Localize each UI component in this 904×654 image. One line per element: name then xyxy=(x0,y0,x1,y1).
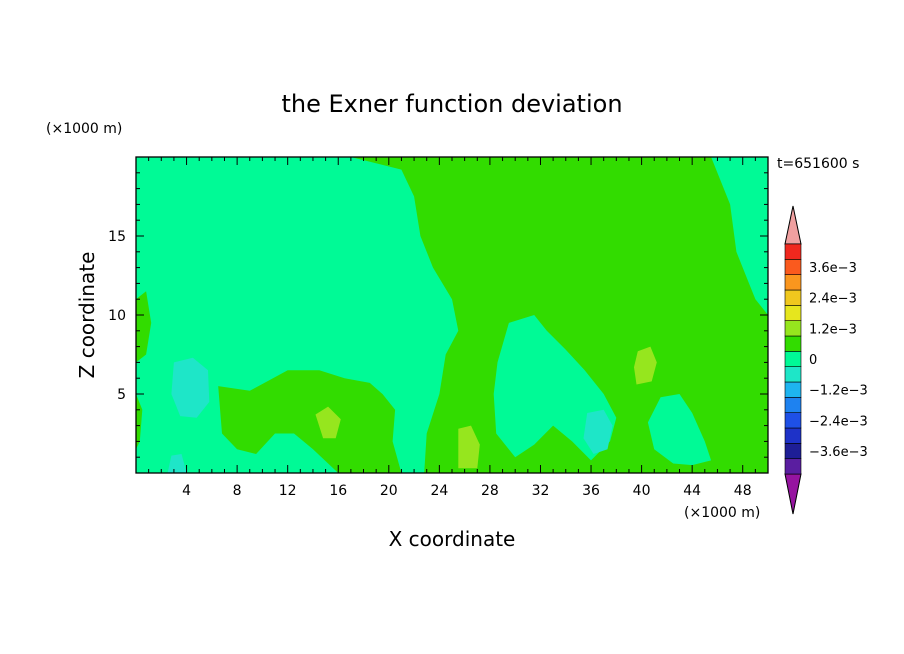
colorbar-swatch xyxy=(784,381,802,398)
y-tick-label: 15 xyxy=(108,229,126,245)
contour-region-7 xyxy=(583,409,613,454)
x-unit-label: (×1000 m) xyxy=(684,505,760,521)
y-axis-label: Z coordinate xyxy=(75,252,99,379)
x-axis-label: X coordinate xyxy=(389,527,516,551)
colorbar-swatch xyxy=(784,320,802,337)
x-tick-label: 24 xyxy=(430,483,448,499)
colorbar-swatch xyxy=(784,443,802,459)
colorbar-label: 3.6e−3 xyxy=(809,261,857,276)
y-tick-label: 10 xyxy=(108,308,126,324)
y-axis-ticks: 5 10 15 xyxy=(108,172,768,458)
colorbar-label: −1.2e−3 xyxy=(809,384,868,399)
colorbar-swatch xyxy=(784,366,802,383)
contour-region-6 xyxy=(171,357,210,418)
colorbar: 3.6e−3 2.4e−3 1.2e−3 0 −1.2e−3 −2.4e−3 −3.6e−3 xyxy=(784,205,868,515)
contour-region-8 xyxy=(167,454,187,473)
x-tick-label: 40 xyxy=(633,483,651,499)
x-tick-label: 48 xyxy=(734,483,752,499)
colorbar-swatch xyxy=(784,335,802,352)
contour-region-3 xyxy=(218,370,402,473)
chart-title: the Exner function deviation xyxy=(281,90,622,118)
contour-region-0 xyxy=(136,157,768,473)
colorbar-label: −2.4e−3 xyxy=(809,414,868,429)
x-tick-label: 28 xyxy=(481,483,499,499)
colorbar-swatch xyxy=(784,274,802,291)
colorbar-label: −3.6e−3 xyxy=(809,445,868,460)
contour-region-5 xyxy=(647,394,712,466)
x-tick-label: 8 xyxy=(233,483,242,499)
colorbar-swatch xyxy=(784,397,802,413)
x-tick-label: 20 xyxy=(380,483,398,499)
x-tick-label: 4 xyxy=(182,483,191,499)
x-tick-label: 12 xyxy=(279,483,297,499)
x-tick-label: 32 xyxy=(532,483,550,499)
colorbar-swatch xyxy=(784,412,802,429)
y-unit-label: (×1000 m) xyxy=(46,121,122,137)
colorbar-label: 1.2e−3 xyxy=(809,322,857,337)
colorbar-swatch xyxy=(784,289,802,306)
colorbar-swatch xyxy=(784,351,802,367)
contour-region-2 xyxy=(136,394,143,450)
plot-area xyxy=(135,156,769,474)
colorbar-over-arrow xyxy=(784,205,802,245)
x-axis-ticks: 4 8 12 16 20 24 28 32 36 40 44 48 xyxy=(148,157,756,499)
x-tick-label: 36 xyxy=(582,483,600,499)
time-label: t=651600 s xyxy=(777,156,859,172)
colorbar-swatch xyxy=(784,243,802,260)
x-tick-label: 16 xyxy=(329,483,347,499)
contour-region-11 xyxy=(634,346,657,385)
colorbar-swatch xyxy=(784,259,802,275)
colorbar-swatch xyxy=(784,305,802,321)
y-tick-label: 5 xyxy=(117,387,126,403)
colorbar-swatch xyxy=(784,427,802,444)
contour-region-9 xyxy=(315,406,341,439)
colorbar-label: 2.4e−3 xyxy=(809,292,857,307)
colorbar-label: 0 xyxy=(809,353,817,368)
contour-region-1 xyxy=(136,291,152,363)
colorbar-under-arrow xyxy=(784,473,802,515)
colorbar-swatch xyxy=(784,458,802,475)
contour-region-10 xyxy=(458,425,480,469)
x-tick-label: 44 xyxy=(683,483,701,499)
